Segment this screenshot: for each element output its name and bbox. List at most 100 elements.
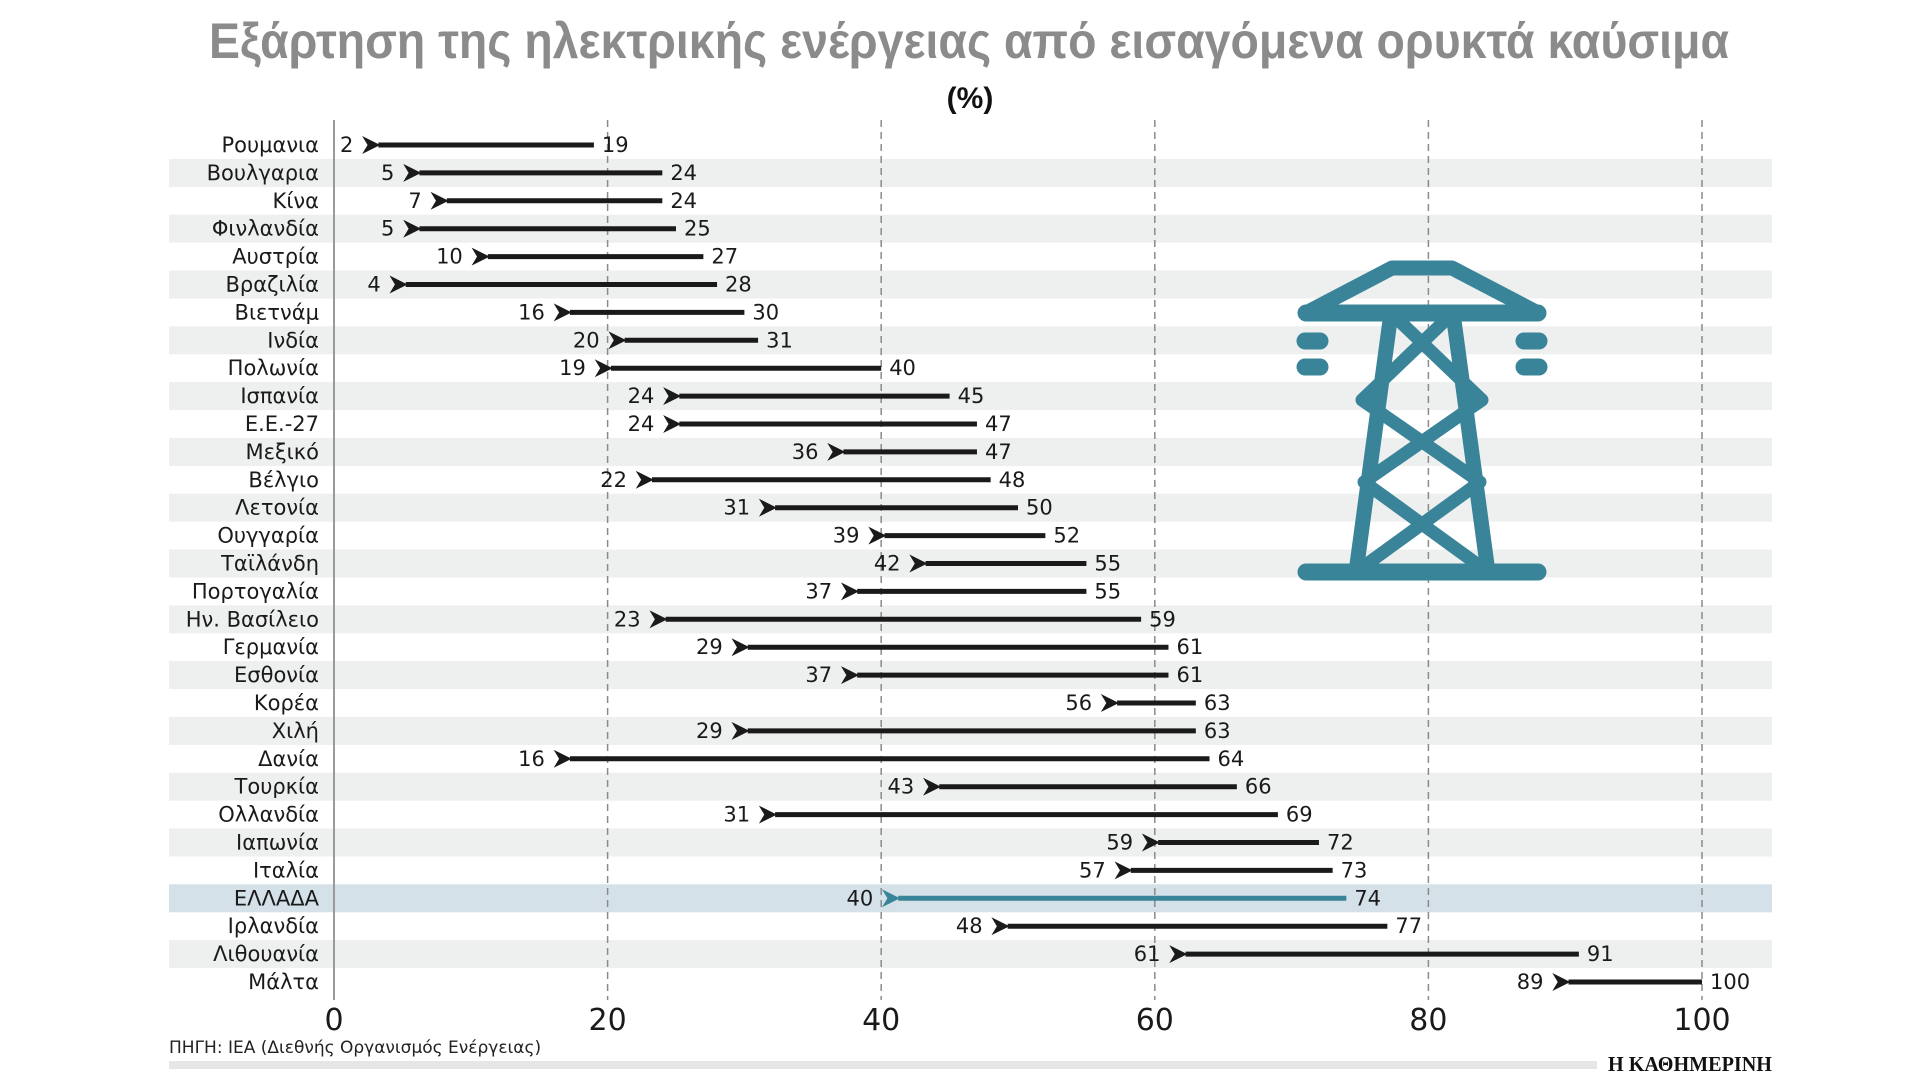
from-value-label: 100 [1710,970,1750,994]
data-row: Χιλή 29 63 [272,719,1231,743]
data-row: Βιετνάμ 16 30 [235,300,780,324]
data-row: Ην. Βασίλειο 23 59 [186,607,1176,631]
to-value-label: 29 [696,719,723,743]
from-value-label: 61 [1176,663,1203,687]
to-value-label: 5 [381,161,394,185]
from-value-label: 30 [752,300,779,324]
to-value-label: 59 [1106,831,1133,855]
category-label: Κίνα [273,189,319,213]
category-label: Εσθονία [234,663,319,687]
category-label: Μεξικό [245,440,319,464]
category-label: Ταϊλάνδη [220,552,319,576]
to-value-label: 2 [340,133,353,157]
to-value-label: 37 [805,663,832,687]
to-value-label: 7 [408,189,421,213]
category-label: Βουλγαρια [207,161,319,185]
category-label: Ιαπωνία [236,831,319,855]
to-value-label: 56 [1065,691,1092,715]
category-label: Ολλανδία [218,803,319,827]
to-value-label: 48 [956,914,983,938]
power-tower-icon [1296,260,1548,581]
data-row: Τουρκία 43 66 [234,775,1272,799]
data-row: Βουλγαρια 5 24 [207,161,697,185]
category-label: Πολωνία [228,356,319,380]
category-label: Λετονία [235,496,319,520]
to-value-label: 61 [1134,942,1161,966]
data-row: Γερμανία 29 61 [223,635,1203,659]
data-row: Λιθουανία 61 91 [213,942,1613,966]
from-value-label: 91 [1587,942,1614,966]
x-tick-label: 40 [862,1003,900,1038]
category-label: Βέλγιο [248,468,319,492]
to-value-label: 20 [573,328,600,352]
from-value-label: 31 [766,328,793,352]
to-value-label: 37 [805,579,832,603]
to-value-label: 24 [628,412,655,436]
from-value-label: 73 [1341,858,1368,882]
data-row: Πορτογαλία 37 55 [192,579,1121,603]
source-note: ΠΗΓΗ: IEA (Διεθνής Οργανισμός Ενέργειας) [169,1038,541,1058]
row-stripe [169,828,1772,857]
category-label: Ρουμανια [221,133,319,157]
from-value-label: 72 [1327,831,1354,855]
chart-title: Εξάρτηση της ηλεκτρικής ενέργειας από ει… [209,13,1729,69]
category-label: Βραζιλία [226,273,320,297]
data-row: Μεξικό 36 47 [245,440,1011,464]
from-value-label: 66 [1245,775,1272,799]
data-row: Βέλγιο 22 48 [248,468,1025,492]
category-label: Κορέα [254,691,319,715]
data-row: Ουγγαρία 39 52 [217,524,1080,548]
category-label: Τουρκία [234,775,319,799]
footer-bar [169,1061,1597,1069]
to-value-label: 24 [628,384,655,408]
data-row: Ταϊλάνδη 42 55 [220,552,1121,576]
category-label: Ινδία [267,328,319,352]
category-label: Ην. Βασίλειο [186,607,319,631]
from-value-label: 55 [1094,552,1121,576]
from-value-label: 25 [684,217,711,241]
data-row: Φινλανδία 5 25 [212,217,711,241]
from-value-label: 40 [889,356,916,380]
data-row: Μάλτα 89 100 [248,970,1750,994]
to-value-label: 23 [614,607,641,631]
from-value-label: 55 [1094,579,1121,603]
data-row: Ινδία 20 31 [267,328,793,352]
to-value-label: 10 [436,245,463,269]
to-value-label: 22 [600,468,627,492]
data-row: Εσθονία 37 61 [234,663,1203,687]
data-row: Κίνα 7 24 [273,189,698,213]
to-value-label: 89 [1517,970,1544,994]
from-value-label: 61 [1176,635,1203,659]
data-row: Ιρλανδία 48 77 [228,914,1422,938]
data-row: Ιταλία 57 73 [253,858,1367,882]
x-tick-label: 80 [1409,1003,1447,1038]
to-value-label: 57 [1079,858,1106,882]
category-label: Ε.Ε.-27 [245,412,319,436]
category-label: Ουγγαρία [217,524,319,548]
row-stripe [169,326,1772,355]
data-row: Αυστρία 10 27 [232,245,738,269]
x-tick-label: 100 [1673,1003,1730,1038]
x-tick-label: 20 [589,1003,627,1038]
data-row: Ιαπωνία 59 72 [236,831,1354,855]
to-value-label: 40 [846,886,873,910]
brand-logo: Η ΚΑΘΗΜΕΡΙΝΗ [1608,1052,1772,1076]
category-label: Δανία [258,747,319,771]
x-tick-label: 60 [1136,1003,1174,1038]
from-value-label: 19 [602,133,629,157]
to-value-label: 39 [833,524,860,548]
data-row: Βραζιλία 4 28 [226,273,752,297]
category-label: Ισπανία [240,384,319,408]
from-value-label: 59 [1149,607,1176,631]
to-value-label: 19 [559,356,586,380]
to-value-label: 31 [723,496,750,520]
to-value-label: 29 [696,635,723,659]
row-stripe [169,214,1772,243]
from-value-label: 28 [725,273,752,297]
from-value-label: 45 [958,384,985,408]
from-value-label: 47 [985,412,1012,436]
row-stripe [169,158,1772,187]
category-label: Αυστρία [232,245,319,269]
to-value-label: 5 [381,217,394,241]
